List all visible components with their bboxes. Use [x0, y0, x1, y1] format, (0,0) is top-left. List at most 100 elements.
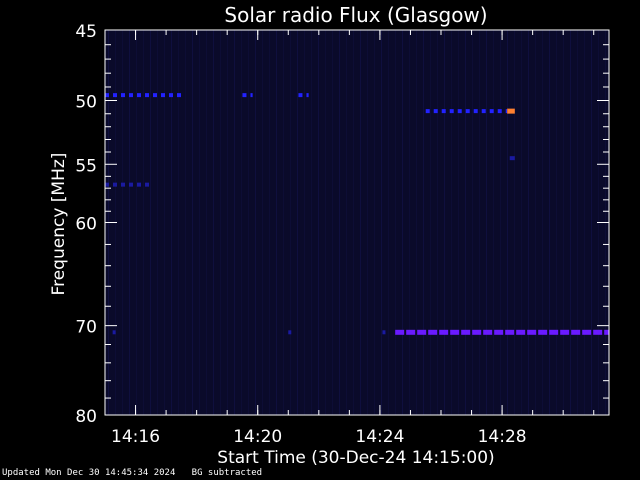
emission-mark	[129, 182, 133, 187]
emission-mark	[121, 182, 125, 187]
background-stripe	[409, 30, 410, 415]
background-stripe	[360, 30, 361, 415]
y-tick-label: 45	[75, 22, 97, 42]
background-stripe	[486, 30, 487, 415]
background-stripe	[255, 30, 256, 415]
background-stripe	[479, 30, 480, 415]
emission-mark	[425, 109, 430, 114]
background-stripe	[318, 30, 319, 415]
background-stripe	[514, 30, 515, 415]
background-stripe	[563, 30, 564, 415]
background-stripe	[283, 30, 284, 415]
background-stripe	[269, 30, 270, 415]
background-stripe	[381, 30, 382, 415]
background-stripe	[437, 30, 438, 415]
background-stripe	[535, 30, 536, 415]
emission-mark	[450, 329, 460, 335]
background-stripe	[339, 30, 340, 415]
chart-title: Solar radio Flux (Glasgow)	[224, 3, 487, 27]
emission-mark	[417, 329, 427, 335]
emission-mark	[433, 109, 438, 114]
background-stripe	[388, 30, 389, 415]
background-stripe	[290, 30, 291, 415]
emission-mark	[441, 109, 446, 114]
emission-mark	[538, 329, 548, 335]
background-stripe	[325, 30, 326, 415]
y-tick-label: 50	[75, 93, 97, 113]
background-stripe	[570, 30, 571, 415]
emission-mark	[549, 329, 559, 335]
emission-mark	[489, 109, 494, 114]
emission-mark	[113, 182, 117, 187]
y-tick-label: 80	[75, 407, 97, 427]
background-stripe	[241, 30, 242, 415]
background-stripe	[136, 30, 137, 415]
emission-mark	[242, 93, 247, 98]
emission-burst	[507, 108, 515, 114]
background-stripe	[353, 30, 354, 415]
heatmap-layer	[105, 30, 609, 415]
emission-mark	[582, 329, 592, 335]
emission-mark	[112, 330, 116, 335]
background-stripe	[304, 30, 305, 415]
emission-mark	[105, 93, 109, 98]
background-stripe	[276, 30, 277, 415]
emission-mark	[593, 329, 603, 335]
emission-mark	[298, 93, 303, 98]
background-stripe	[423, 30, 424, 415]
emission-mark	[497, 109, 502, 114]
background-stripe	[458, 30, 459, 415]
background-stripe	[185, 30, 186, 415]
emission-mark	[481, 109, 486, 114]
heatmap-background	[105, 30, 609, 415]
emission-mark	[494, 329, 504, 335]
emission-mark	[145, 182, 149, 187]
background-stripe	[143, 30, 144, 415]
background-stripe	[367, 30, 368, 415]
axes-layer: 45 50 55 60 70 80 14:16 14:20 14:24 14:28	[75, 22, 610, 447]
footer-updated: Updated Mon Dec 30 14:45:34 2024	[2, 468, 176, 478]
background-stripe	[493, 30, 494, 415]
x-tick-label: 14:24	[355, 427, 404, 447]
background-stripe	[297, 30, 298, 415]
background-stripe	[591, 30, 592, 415]
emission-mark	[472, 329, 482, 335]
emission-mark	[509, 156, 515, 161]
background-stripe	[234, 30, 235, 415]
background-stripe	[199, 30, 200, 415]
background-stripe	[129, 30, 130, 415]
background-stripe	[248, 30, 249, 415]
emission-mark	[395, 329, 405, 335]
emission-mark	[105, 182, 109, 187]
background-stripe	[465, 30, 466, 415]
x-tick-label: 14:28	[478, 427, 527, 447]
emission-mark	[121, 93, 125, 98]
emission-mark	[382, 330, 386, 335]
background-stripe	[220, 30, 221, 415]
y-tick-label: 70	[75, 318, 97, 338]
y-tick-label: 55	[75, 156, 97, 176]
background-stripe	[521, 30, 522, 415]
emission-mark	[505, 109, 508, 114]
emission-mark	[461, 329, 471, 335]
emission-mark	[153, 93, 157, 98]
background-stripe	[395, 30, 396, 415]
x-tick-label: 14:20	[233, 427, 282, 447]
background-stripe	[528, 30, 529, 415]
emission-mark	[113, 93, 117, 98]
emission-mark	[473, 109, 478, 114]
emission-mark	[306, 93, 309, 98]
background-stripe	[374, 30, 375, 415]
background-stripe	[206, 30, 207, 415]
background-stripe	[213, 30, 214, 415]
emission-mark	[137, 182, 141, 187]
emission-mark	[177, 93, 181, 98]
emission-mark	[406, 329, 416, 335]
emission-mark	[457, 109, 462, 114]
x-axis-label: Start Time (30-Dec-24 14:15:00)	[217, 448, 494, 468]
emission-mark	[465, 109, 470, 114]
emission-mark	[604, 329, 609, 335]
background-stripe	[192, 30, 193, 415]
background-stripe	[171, 30, 172, 415]
